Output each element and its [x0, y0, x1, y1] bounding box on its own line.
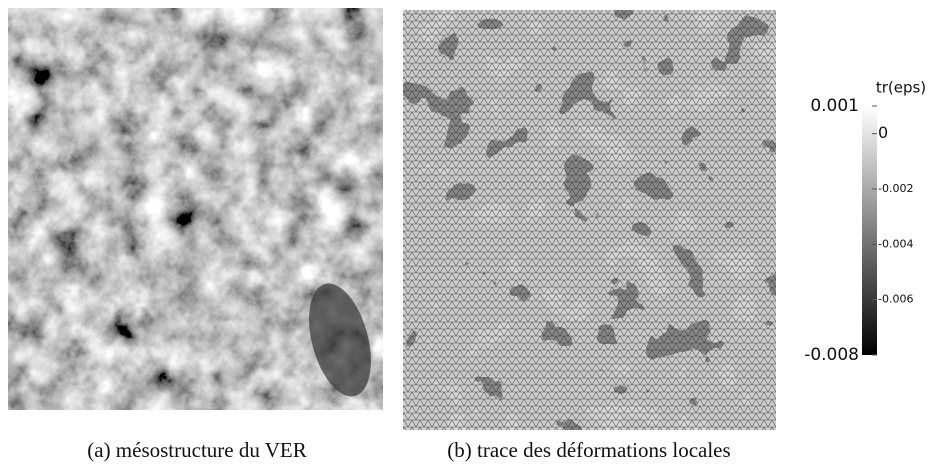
colorbar-end-label: 0.001	[810, 96, 859, 116]
dark-grain	[309, 283, 371, 397]
colorbar	[862, 106, 877, 355]
colorbar-tick-label: 0	[878, 123, 888, 142]
colorbar-tick-label: -0.002	[878, 182, 913, 195]
colorbar-tick-label: -0.006	[878, 293, 913, 306]
caption-a: (a) mésostructure du VER	[87, 438, 306, 462]
colorbar-tick-label: -0.004	[878, 237, 913, 250]
colorbar-title: tr(eps)	[876, 79, 926, 97]
mesh-overlay	[403, 10, 776, 430]
caption-b: (b) trace des déformations locales	[447, 438, 730, 462]
colorbar-end-label: -0.008	[804, 345, 859, 365]
